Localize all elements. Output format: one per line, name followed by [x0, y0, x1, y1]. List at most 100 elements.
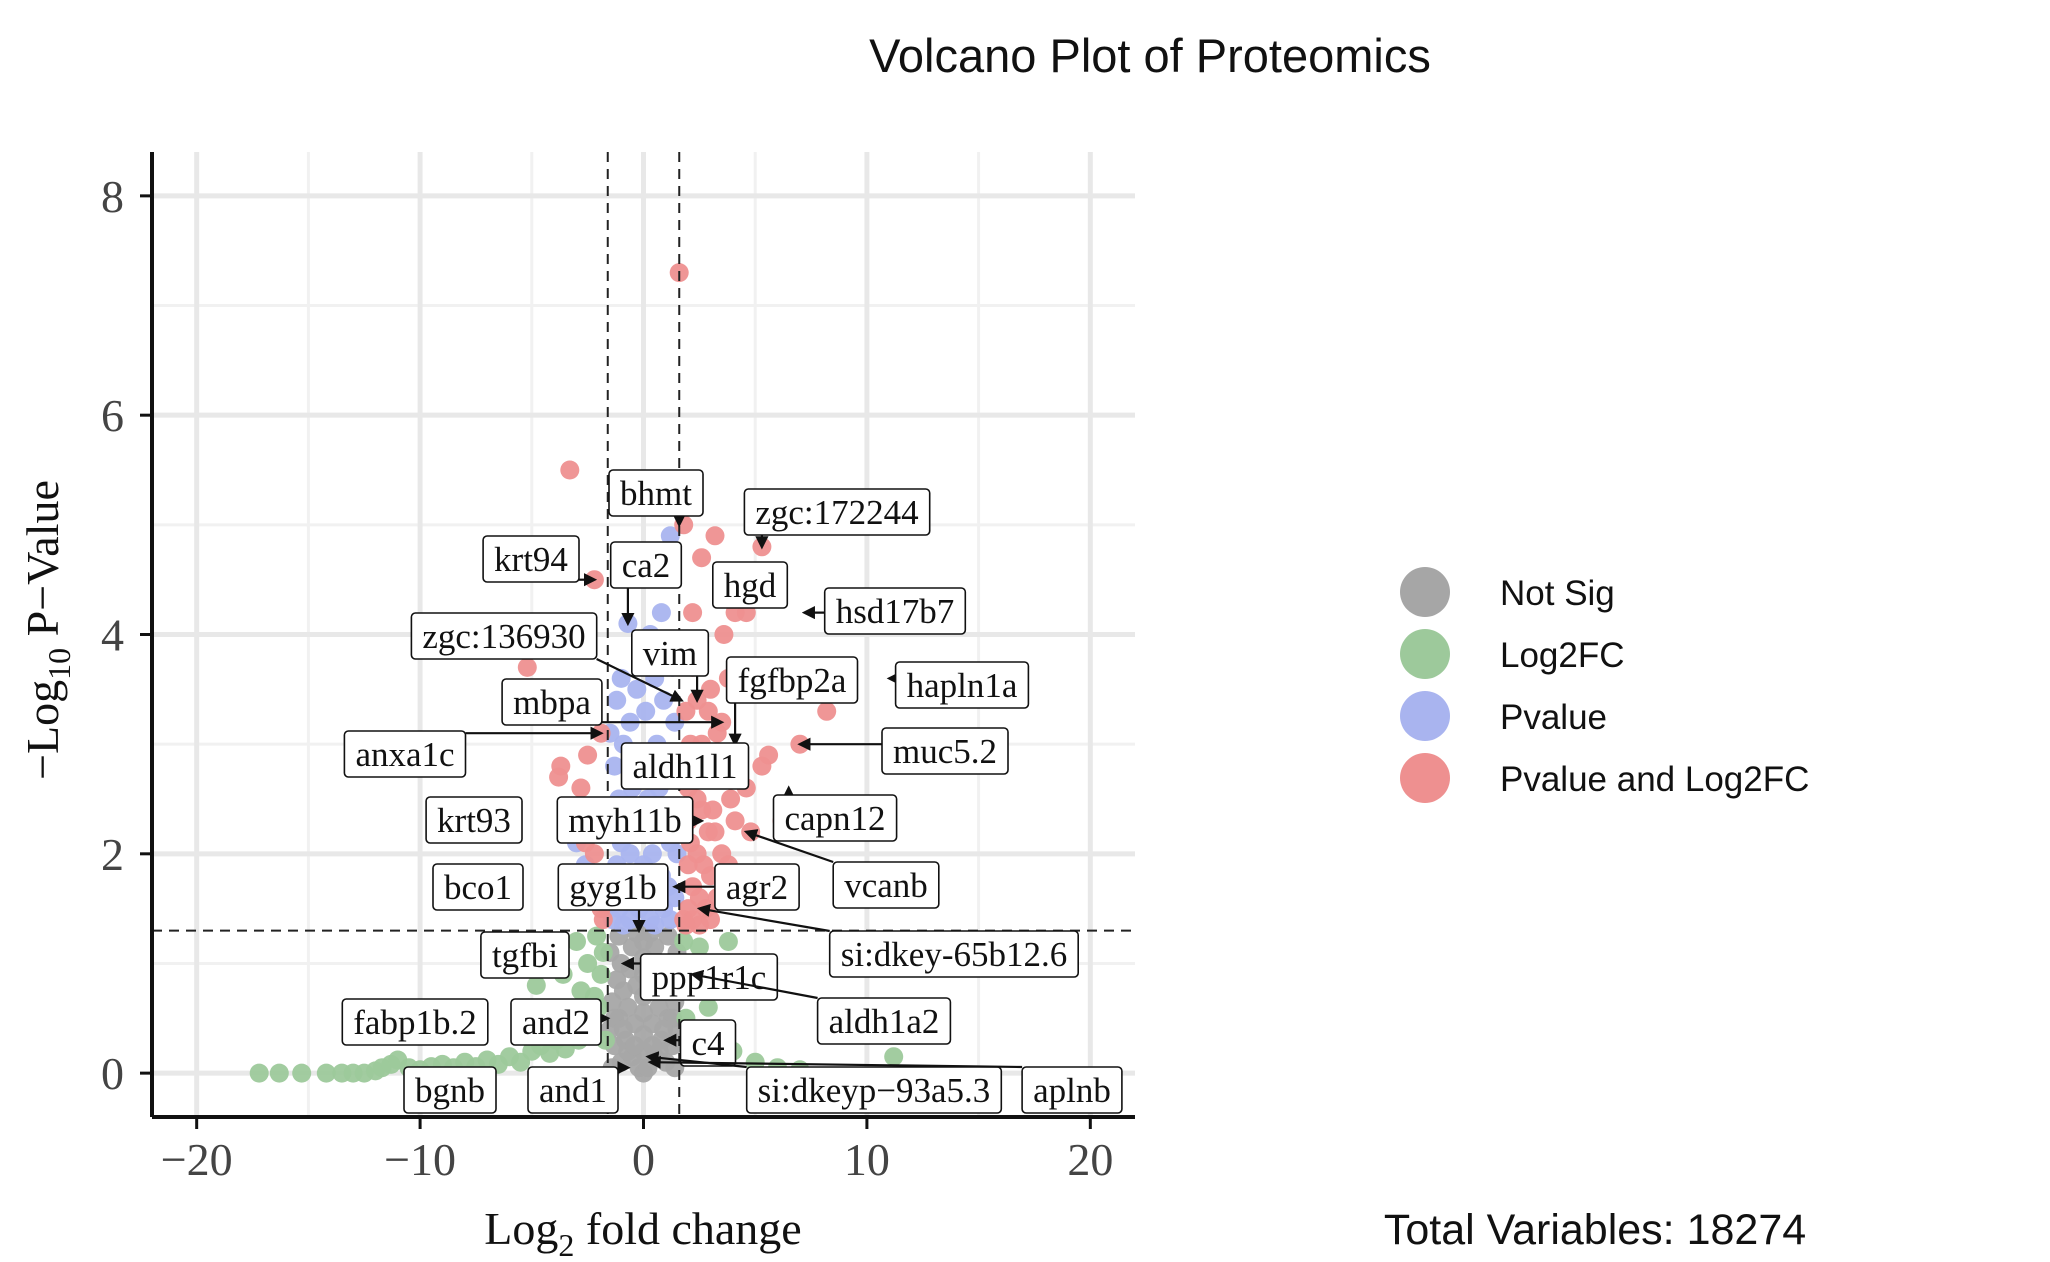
point-p	[645, 915, 665, 935]
legend-swatch	[1400, 567, 1450, 617]
legend-swatch	[1400, 753, 1450, 803]
gene-label-text: fgfbp2a	[738, 661, 847, 700]
gene-label: hgd	[711, 561, 789, 609]
point-both	[707, 723, 727, 743]
point-both	[721, 789, 741, 809]
total-variables-caption: Total Variables: 18274	[1384, 1206, 1806, 1254]
gene-label: bgnb	[403, 1066, 497, 1114]
y-axis-title: −Log10 P−Value	[17, 480, 77, 780]
gene-label: myh11b	[556, 796, 694, 844]
gene-label-text: bhmt	[620, 474, 692, 513]
label-connector	[696, 903, 830, 933]
point-both	[692, 548, 712, 568]
label-connector	[690, 969, 818, 1000]
point-fc	[567, 932, 586, 951]
point-p	[605, 756, 624, 776]
point-both	[705, 822, 725, 842]
point-p	[607, 690, 627, 710]
point-both	[701, 679, 720, 699]
gene-label-text: aldh1a2	[829, 1002, 940, 1041]
gene-label: si:dkey-65b12.6	[828, 930, 1080, 978]
gene-label-text: zgc:136930	[422, 617, 585, 656]
gene-label-text: bgnb	[415, 1071, 485, 1110]
point-both	[517, 657, 537, 677]
point-p	[660, 526, 680, 546]
gene-label-text: vcanb	[844, 866, 928, 905]
gene-label: tgfbi	[480, 931, 570, 979]
point-p	[651, 603, 671, 623]
legend-item-ns: Not Sig	[1400, 567, 1615, 617]
gene-label-text: agr2	[726, 868, 788, 907]
point-ns	[613, 1019, 633, 1039]
gene-label-text: krt94	[494, 540, 568, 579]
chart-title: Volcano Plot of Proteomics	[869, 29, 1431, 82]
gene-label: agr2	[714, 863, 800, 911]
gene-label: hsd17b7	[823, 587, 967, 635]
gene-label: si:dkeyp−93a5.3	[745, 1066, 1003, 1114]
gene-label-text: bco1	[444, 868, 512, 907]
point-both	[714, 625, 734, 644]
gene-label-text: vim	[643, 634, 697, 673]
label-connector	[596, 658, 684, 702]
gene-label: anxa1c	[343, 730, 467, 778]
gene-label: and2	[510, 998, 602, 1046]
point-ns	[649, 997, 669, 1017]
gene-label-text: hapln1a	[907, 666, 1018, 705]
gene-label-text: ca2	[622, 546, 671, 585]
gene-label: zgc:136930	[410, 612, 598, 660]
gene-label-text: hgd	[724, 566, 777, 605]
gene-label-text: aldh1l1	[633, 747, 738, 786]
gene-label: krt94	[482, 535, 580, 583]
x-tick-label: −10	[384, 1134, 456, 1185]
point-ns	[607, 970, 627, 990]
gene-label: c4	[679, 1019, 737, 1067]
legend-label: Pvalue	[1500, 698, 1607, 737]
gene-label: gyg1b	[557, 863, 669, 911]
gene-label: hapln1a	[894, 661, 1030, 709]
gene-label-text: tgfbi	[492, 936, 558, 975]
point-fc	[526, 975, 546, 995]
point-both	[571, 778, 591, 798]
y-tick-label: 0	[101, 1048, 124, 1099]
point-both	[683, 603, 703, 623]
point-both	[584, 844, 604, 864]
x-axis-title: Log2 fold change	[484, 1203, 801, 1262]
point-fc	[578, 954, 598, 973]
legend-label: Pvalue and Log2FC	[1500, 760, 1809, 799]
point-p	[654, 690, 674, 710]
gene-label-text: capn12	[784, 799, 885, 838]
gene-label-text: krt93	[437, 801, 511, 840]
y-tick-label: 6	[101, 390, 124, 441]
legend-item-fc: Log2FC	[1400, 629, 1625, 679]
point-ns	[654, 1019, 674, 1039]
point-both	[725, 811, 745, 831]
point-p	[660, 910, 680, 930]
point-ns	[638, 1058, 658, 1078]
point-fc	[593, 943, 613, 962]
gene-label: capn12	[772, 794, 898, 842]
point-ns	[642, 1036, 662, 1056]
point-fc	[316, 1063, 336, 1083]
point-ns	[625, 1036, 645, 1056]
gene-label: bhmt	[608, 469, 704, 517]
y-tick-label: 8	[101, 171, 124, 222]
gene-label: aplnb	[1021, 1066, 1123, 1114]
gene-label-text: and2	[522, 1003, 590, 1042]
point-both	[678, 855, 698, 875]
axes: −20 −10 0 10 20 0 2 4 6 8	[101, 152, 1135, 1185]
point-ns	[618, 997, 638, 1017]
legend-item-p: Pvalue	[1400, 691, 1607, 741]
legend-item-both: Pvalue and Log2FC	[1400, 753, 1809, 803]
point-p	[613, 915, 633, 935]
label-connector	[647, 1055, 1023, 1069]
gene-label: aldh1a2	[816, 997, 952, 1045]
gene-label-text: zgc:172244	[755, 493, 918, 532]
legend: Not Sig Log2FC Pvalue Pvalue and Log2FC	[1400, 567, 1809, 803]
gene-label-text: c4	[691, 1024, 724, 1063]
point-fc	[718, 932, 738, 951]
gene-label-text: myh11b	[568, 801, 681, 840]
gene-label-text: gyg1b	[569, 868, 657, 907]
gene-label: bco1	[432, 863, 524, 911]
gene-label: krt93	[425, 796, 523, 844]
point-fc	[884, 1047, 904, 1067]
